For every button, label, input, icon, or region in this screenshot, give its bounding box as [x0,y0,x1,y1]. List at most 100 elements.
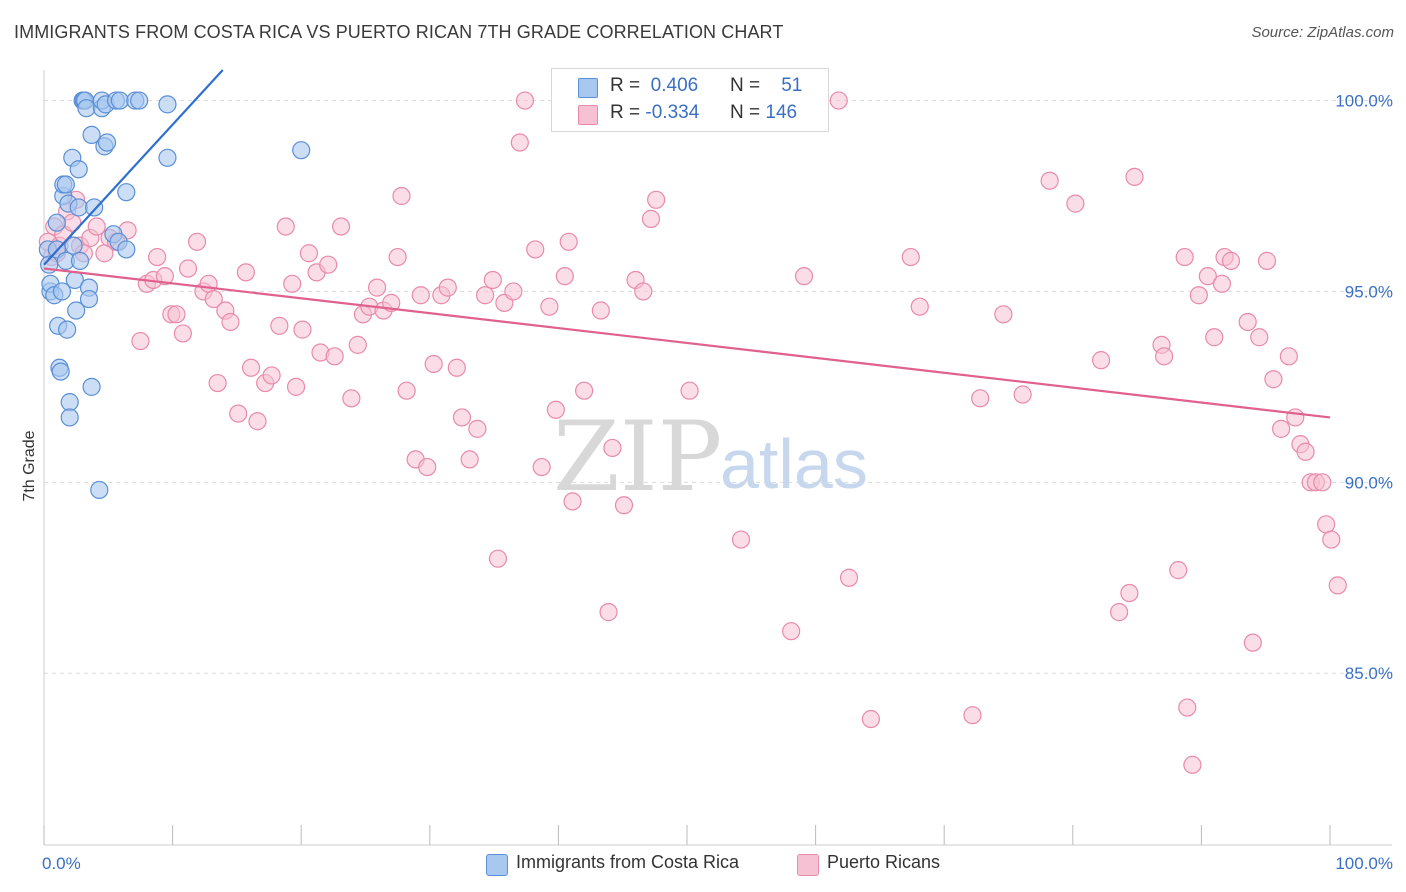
legend-pink-r-value: -0.334 [645,102,700,123]
data-point-puerto-ricans [1313,473,1332,492]
data-point-puerto-ricans [392,186,411,206]
series-costa-rica [38,91,311,500]
data-point-puerto-ricans [1198,267,1217,286]
data-point-puerto-ricans [1178,698,1197,717]
data-point-costa-rica [158,95,177,114]
data-point-puerto-ricans [591,301,610,320]
data-point-puerto-ricans [208,373,227,393]
data-point-puerto-ricans [1183,755,1202,774]
data-point-costa-rica [292,141,311,160]
data-point-puerto-ricans [388,247,407,267]
data-point-puerto-ricans [546,400,565,419]
watermark: ZIP atlas [553,401,868,513]
data-point-puerto-ricans [283,274,302,293]
series-puerto-ricans [38,91,1347,774]
data-point-puerto-ricans [447,358,466,377]
data-point-puerto-ricans [483,270,502,290]
data-point-puerto-ricans [248,412,267,431]
data-point-puerto-ricans [1040,171,1059,190]
data-point-puerto-ricans [532,457,551,477]
data-point-puerto-ricans [331,217,351,236]
data-point-puerto-ricans [647,190,666,209]
data-point-puerto-ricans [1286,408,1305,427]
trend-line-costa-rica [43,69,224,266]
data-point-puerto-ricans [342,389,361,408]
data-point-costa-rica [85,198,104,217]
data-point-puerto-ricans [1189,286,1208,305]
legend-swatch-puerto-ricans [797,854,819,876]
data-point-puerto-ricans [1250,328,1269,347]
data-point-puerto-ricans [319,255,338,274]
y-tick-label: 90.0% [1345,473,1393,492]
data-point-puerto-ricans [411,286,430,305]
data-point-puerto-ricans [229,404,248,423]
data-point-puerto-ricans [167,305,186,324]
data-point-costa-rica [77,99,96,118]
data-point-puerto-ricans [963,706,982,725]
data-point-puerto-ricans [204,289,223,309]
legend-blue-r-value: 0.406 [650,75,699,96]
data-point-puerto-ricans [438,278,457,297]
legend-label-costa-rica: Immigrants from Costa Rica [516,852,740,872]
data-point-puerto-ricans [1169,561,1188,580]
data-point-puerto-ricans [148,247,167,267]
data-point-puerto-ricans [348,335,367,354]
data-point-puerto-ricans [829,91,848,110]
watermark-zip: ZIP [553,401,722,513]
legend-row-pink: R = -0.334 N = 146 [552,100,828,128]
source-label: Source: ZipAtlas.com [1251,24,1394,41]
data-point-costa-rica [56,175,75,194]
data-point-puerto-ricans [680,381,699,400]
data-point-puerto-ricans [1322,530,1341,549]
data-point-puerto-ricans [1279,347,1298,366]
y-axis-title: 7th Grade [21,430,38,501]
legend-blue-n-value: 51 [781,75,803,96]
data-point-puerto-ricans [1257,251,1277,270]
data-point-puerto-ricans [910,297,929,316]
data-point-costa-rica [97,133,117,152]
data-point-puerto-ricans [599,603,618,622]
data-point-puerto-ricans [418,457,437,477]
data-point-puerto-ricans [293,320,312,339]
data-point-puerto-ricans [1066,194,1085,213]
data-point-puerto-ricans [1221,251,1241,270]
data-point-puerto-ricans [634,282,653,301]
trend-lines [43,69,1331,419]
data-point-puerto-ricans [1125,167,1144,186]
data-point-costa-rica [82,125,101,145]
data-point-puerto-ricans [468,419,487,438]
data-point-puerto-ricans [1238,312,1257,332]
data-point-puerto-ricans [241,358,261,377]
data-point-puerto-ricans [971,389,990,408]
data-point-puerto-ricans [87,217,106,236]
legend-pink-n-label: N = [730,102,761,123]
data-point-puerto-ricans [236,263,256,282]
data-point-puerto-ricans [794,267,814,286]
data-point-puerto-ricans [460,450,479,469]
data-point-costa-rica [67,301,86,320]
data-point-costa-rica [130,91,149,110]
data-point-puerto-ricans [1205,328,1224,347]
data-point-puerto-ricans [397,381,416,400]
data-point-costa-rica [110,91,129,110]
data-point-puerto-ricans [299,244,319,263]
data-point-puerto-ricans [325,347,344,366]
data-point-costa-rica [58,320,77,339]
data-point-puerto-ricans [510,133,529,152]
legend-swatch-pink [578,105,598,125]
data-point-costa-rica [47,213,66,232]
data-point-puerto-ricans [563,492,582,511]
legend-pink-r-label: R = [610,102,641,123]
data-point-puerto-ricans [173,324,192,343]
data-point-costa-rica [51,362,70,381]
data-point-puerto-ricans [452,408,472,427]
data-point-puerto-ricans [731,530,751,549]
legend-swatch-blue [578,78,598,98]
data-point-puerto-ricans [861,709,880,729]
gridlines [44,100,1392,674]
data-point-puerto-ricans [641,209,661,228]
data-point-puerto-ricans [131,331,150,351]
data-point-puerto-ricans [1109,603,1129,622]
legend-label-puerto-ricans: Puerto Ricans [827,852,941,872]
